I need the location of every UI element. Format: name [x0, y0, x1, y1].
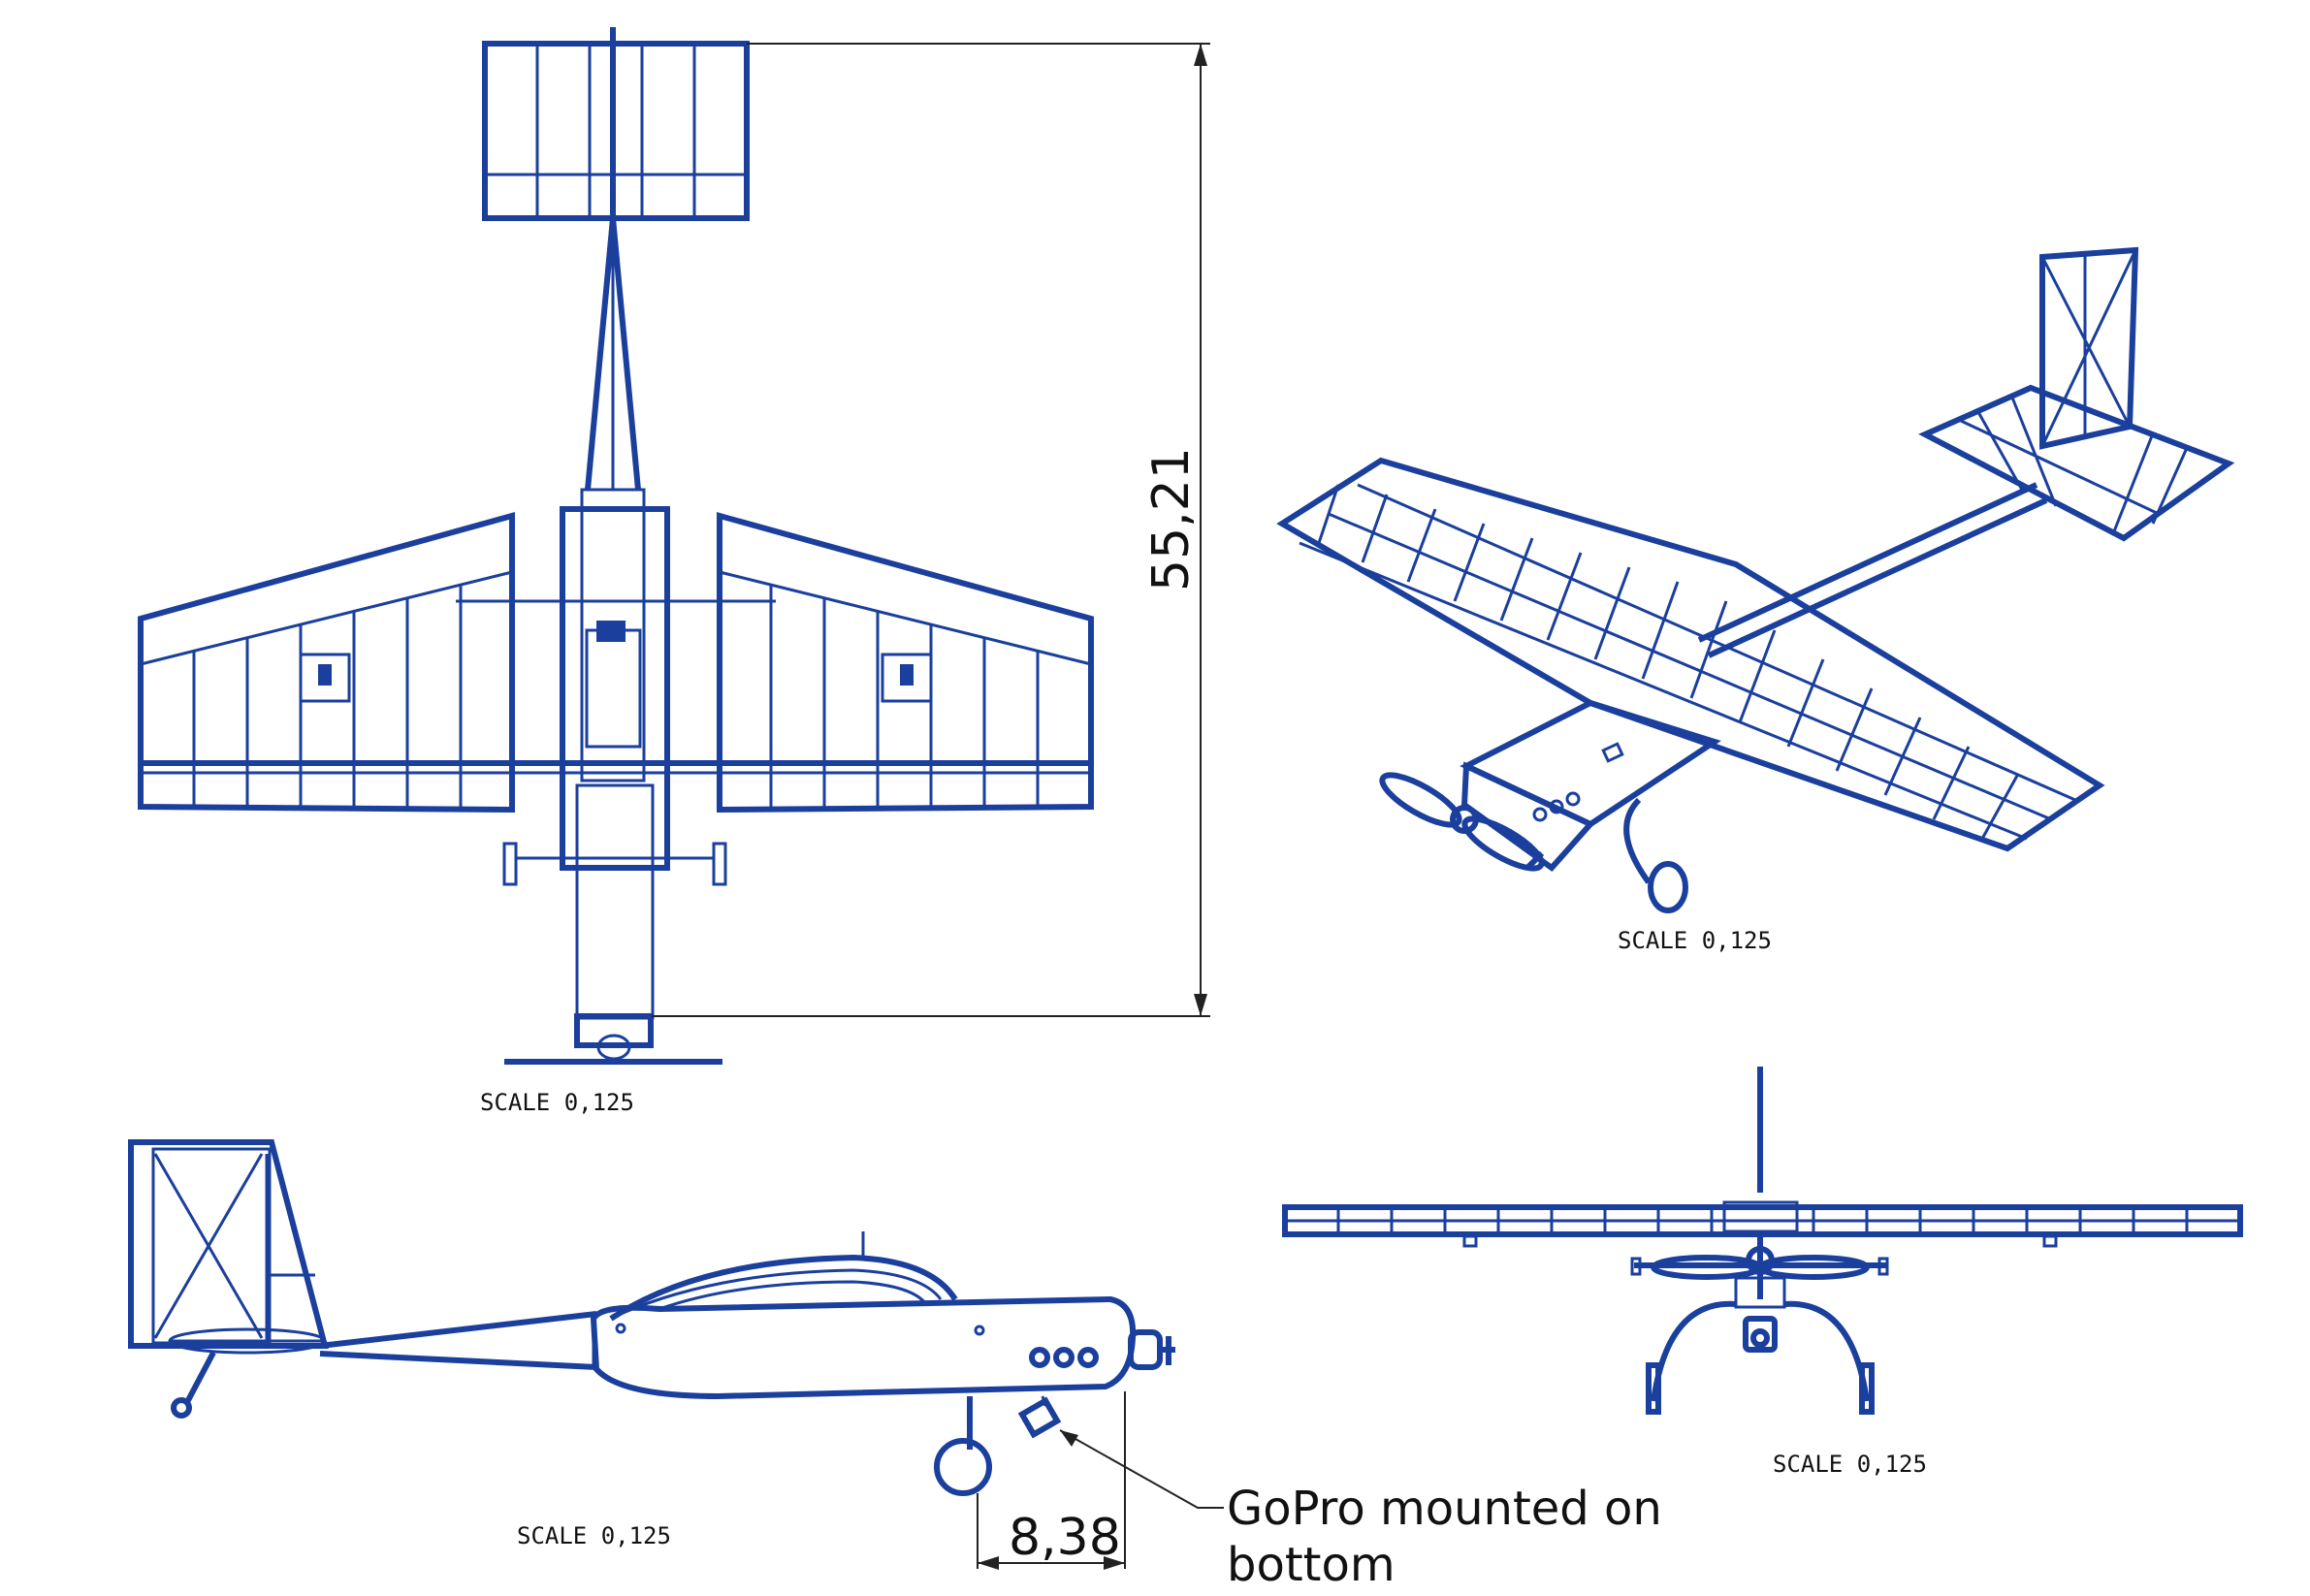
top-view-fuselage: [504, 488, 722, 1065]
gopro-note-line2: bottom: [1227, 1538, 1396, 1592]
iso-view-propeller: [1379, 772, 1545, 872]
side-view-gopro: [1017, 1395, 1062, 1439]
front-view: SCALE 0,125: [1282, 1067, 2243, 1478]
side-view-fin: [128, 1139, 329, 1349]
side-view-dimension: 8,38: [977, 1391, 1126, 1570]
top-view-landing-gear: [502, 842, 727, 886]
side-view: 8,38 GoPro mounted on bottom SCALE 0,125: [128, 1139, 1662, 1592]
top-view-dimension-label: 55,21: [1142, 447, 1201, 591]
top-view: 55,21 SCALE 0,125: [138, 27, 1210, 1116]
top-view-stabilizer: [482, 27, 750, 221]
front-view-gopro: [1743, 1316, 1778, 1353]
front-view-scale-label: SCALE 0,125: [1773, 1451, 1927, 1478]
servo-mount-right: [881, 653, 933, 703]
top-view-dimension: 55,21: [652, 43, 1210, 1017]
side-view-main-gear: [934, 1396, 992, 1496]
side-view-stabilizer: [168, 1327, 327, 1355]
iso-view-tail-boom: [1697, 482, 2048, 658]
top-view-wing-ribs-right: [769, 584, 1040, 809]
iso-view: SCALE 0,125: [1276, 246, 2235, 954]
side-view-tail-boom: [319, 1311, 597, 1370]
iso-view-wing: [1276, 457, 2105, 852]
iso-view-scale-label: SCALE 0,125: [1618, 927, 1772, 954]
side-view-fuselage: [590, 1231, 1137, 1400]
side-view-tail-wheel: [171, 1351, 216, 1419]
gopro-note: GoPro mounted on bottom: [1059, 1429, 1662, 1592]
front-view-wing-ribs: [1336, 1207, 2189, 1236]
top-view-scale-label: SCALE 0,125: [480, 1089, 634, 1116]
gopro-note-line1: GoPro mounted on: [1227, 1482, 1662, 1536]
side-view-dimension-label: 8,38: [1009, 1509, 1121, 1567]
iso-view-fin: [2039, 246, 2139, 450]
front-view-landing-gear: [1646, 1300, 1875, 1415]
iso-view-fuselage: [1460, 699, 1721, 873]
top-view-wing-ribs-left: [192, 584, 463, 809]
front-view-fuselage: [1734, 1236, 1786, 1309]
side-view-motor: [1128, 1329, 1175, 1370]
top-view-tail-boom: [585, 217, 641, 491]
iso-view-landing-gear: [1524, 797, 1688, 913]
iso-view-wing-ribs: [1317, 484, 2019, 840]
top-view-wings: [138, 512, 1094, 814]
servo-mount-left: [299, 653, 351, 703]
side-view-scale-label: SCALE 0,125: [517, 1522, 671, 1549]
front-view-wing: [1282, 1200, 2243, 1248]
iso-view-stabilizer: [1918, 384, 2235, 542]
